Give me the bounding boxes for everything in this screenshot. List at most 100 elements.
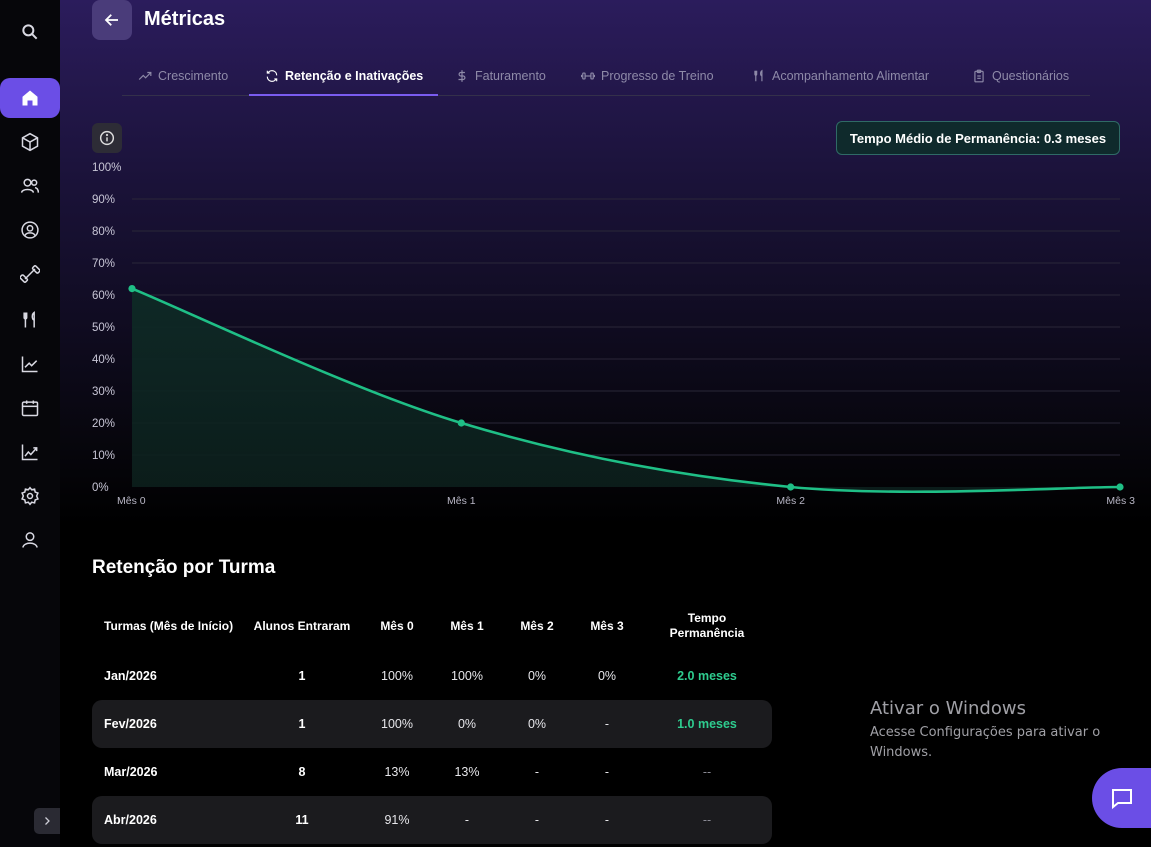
retention-table: Turmas (Mês de Início) Alunos Entraram M…: [92, 600, 772, 844]
header-mes3: Mês 3: [590, 618, 624, 633]
cell-mes2: -: [534, 765, 540, 779]
main-content: Métricas Crescimento Retenção e Inativaç…: [60, 0, 1151, 847]
arrow-left-icon: [104, 14, 118, 26]
sidebar-item-calendar[interactable]: [0, 388, 60, 428]
retention-chart: 0% 10% 20% 30% 40% 50% 60% 70% 80% 90% 100% Mês 0 Mê…: [92, 162, 1135, 507]
y-tick-label: 30%: [92, 386, 115, 398]
y-tick-label: 90%: [92, 194, 115, 206]
home-icon: [22, 90, 38, 106]
active-tab-indicator: [249, 94, 438, 96]
info-button[interactable]: [92, 123, 122, 153]
sidebar-item-students[interactable]: [0, 166, 60, 206]
tab-retencao[interactable]: Retenção e Inativações: [265, 56, 423, 96]
x-tick-label: Mês 0: [117, 495, 146, 507]
users-icon: [20, 178, 40, 193]
watermark-title: Ativar o Windows: [870, 698, 1026, 719]
x-tick-label: Mês 3: [1106, 495, 1135, 507]
settings-icon: [21, 486, 39, 506]
x-tick-label: Mês 2: [776, 495, 805, 507]
windows-activation-watermark: Ativar o Windows Acesse Configurações pa…: [870, 698, 1120, 762]
utensils-icon: [754, 69, 763, 82]
y-tick-label: 60%: [92, 290, 115, 302]
cell-mes3: -: [604, 765, 610, 779]
y-tick-label: 0%: [92, 482, 109, 494]
cell-mes3: 0%: [597, 669, 617, 683]
header-mes0: Mês 0: [380, 618, 414, 633]
utensils-icon: [23, 311, 35, 328]
sidebar-item-workouts[interactable]: [0, 254, 60, 294]
y-tick-label: 10%: [92, 450, 115, 462]
table-row[interactable]: Fev/2026 1 100% 0% 0% - 1.0 meses: [92, 700, 772, 748]
cell-mes1: 13%: [454, 765, 480, 779]
y-tick-label: 80%: [92, 226, 115, 238]
tab-label: Crescimento: [158, 69, 229, 83]
cell-tempo: 2.0 meses: [677, 669, 737, 683]
data-point: [787, 483, 795, 491]
info-icon: [99, 130, 115, 146]
cell-tempo: --: [702, 765, 712, 779]
sidebar-item-nutrition[interactable]: [0, 300, 60, 340]
dumbbell-icon: [581, 72, 595, 80]
tab-label: Progresso de Treino: [601, 69, 714, 83]
tab-progresso-treino[interactable]: Progresso de Treino: [581, 56, 714, 96]
cell-mes2: -: [534, 813, 540, 827]
chat-button[interactable]: [1092, 768, 1151, 828]
header-alunos: Alunos Entraram: [253, 618, 351, 633]
tab-acompanhamento-alimentar[interactable]: Acompanhamento Alimentar: [752, 56, 929, 96]
sidebar-item-home[interactable]: [0, 78, 60, 118]
y-tick-label: 50%: [92, 322, 115, 334]
cell-alunos: 1: [298, 717, 306, 731]
cell-mes0: 91%: [384, 813, 410, 827]
cell-mes2: 0%: [527, 717, 547, 731]
header-tempo: Tempo Permanência: [669, 611, 745, 640]
section-title: Retenção por Turma: [92, 557, 276, 578]
cell-mes1: 100%: [451, 669, 483, 683]
clipboard-icon: [974, 69, 984, 83]
cell-mes0: 100%: [381, 717, 413, 731]
search-icon: [22, 24, 38, 40]
sidebar-item-settings[interactable]: [0, 476, 60, 516]
data-point: [1116, 483, 1124, 491]
cell-turma: Abr/2026: [104, 813, 157, 827]
chevron-right-icon: [45, 817, 50, 825]
cell-alunos: 1: [298, 669, 306, 683]
sidebar-item-account[interactable]: [0, 520, 60, 560]
cell-mes3: -: [604, 813, 610, 827]
series-line: [131, 287, 1121, 494]
cell-mes2: 0%: [527, 669, 547, 683]
tab-label: Acompanhamento Alimentar: [772, 69, 930, 83]
table-row[interactable]: Mar/2026 8 13% 13% - - --: [92, 748, 772, 796]
tab-label: Faturamento: [475, 69, 546, 83]
data-point: [457, 419, 465, 427]
watermark-text: Acesse Configurações para ativar o Windo…: [870, 725, 1101, 760]
sidebar-item-reports[interactable]: [0, 432, 60, 472]
tab-crescimento[interactable]: Crescimento: [138, 56, 228, 96]
cell-tempo: 1.0 meses: [677, 717, 737, 731]
tab-bar: Crescimento Retenção e Inativações Fatur…: [122, 56, 1090, 96]
sidebar-search[interactable]: [0, 12, 60, 52]
cell-turma: Fev/2026: [104, 717, 157, 731]
sidebar-item-products[interactable]: [0, 122, 60, 162]
refresh-icon: [266, 70, 278, 82]
sidebar-item-metrics[interactable]: [0, 344, 60, 384]
y-tick-label: 20%: [92, 418, 115, 430]
header-turmas: Turmas (Mês de Início): [104, 618, 234, 633]
package-icon: [21, 132, 39, 152]
cell-mes1: 0%: [457, 717, 477, 731]
tab-questionarios[interactable]: Questionários: [972, 56, 1069, 96]
table-row[interactable]: Jan/2026 1 100% 100% 0% 0% 2.0 meses: [92, 652, 772, 700]
tab-faturamento[interactable]: Faturamento: [455, 56, 546, 96]
sidebar-item-profile[interactable]: [0, 210, 60, 250]
user-icon: [22, 532, 38, 548]
cell-turma: Mar/2026: [104, 765, 158, 779]
tab-label: Retenção e Inativações: [285, 69, 424, 83]
x-tick-label: Mês 1: [447, 495, 476, 507]
line-chart-icon: [21, 356, 38, 373]
cell-alunos: 11: [295, 813, 309, 827]
back-button[interactable]: [92, 0, 132, 40]
table-header: Turmas (Mês de Início) Alunos Entraram M…: [92, 600, 772, 652]
sidebar-expand-button[interactable]: [34, 808, 60, 834]
y-tick-label: 70%: [92, 258, 115, 270]
table-row[interactable]: Abr/2026 11 91% - - - --: [92, 796, 772, 844]
y-tick-label: 100%: [92, 162, 121, 174]
